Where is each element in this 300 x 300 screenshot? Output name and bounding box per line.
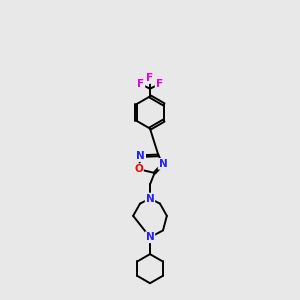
Text: F: F [137, 79, 144, 89]
Text: N: N [146, 194, 154, 203]
Text: O: O [134, 164, 143, 174]
Text: F: F [156, 79, 163, 89]
Text: F: F [146, 73, 154, 83]
Text: N: N [136, 151, 145, 161]
Text: N: N [146, 232, 154, 242]
Text: N: N [159, 159, 167, 169]
